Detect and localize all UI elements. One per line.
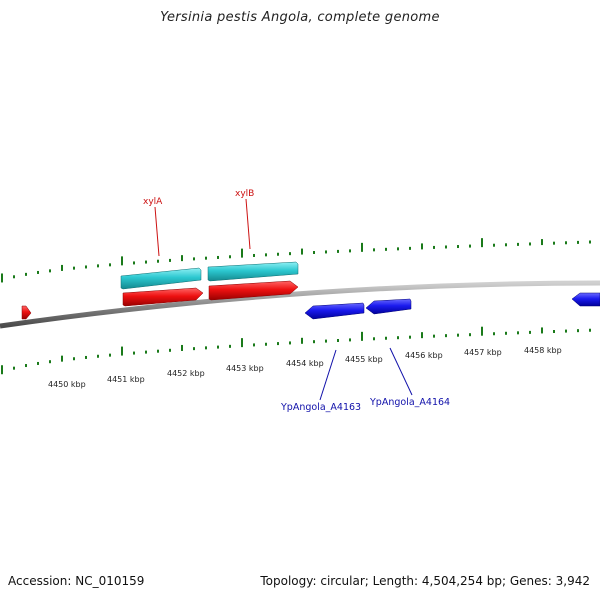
scale-label: 4453 kbp xyxy=(226,364,264,373)
ypangola-a4163-gene-arrow[interactable] xyxy=(304,302,365,320)
xyla-leader-line xyxy=(154,206,160,257)
ypangola-a4164-gene-arrow[interactable] xyxy=(365,298,412,315)
map-title: Yersinia pestis Angola, complete genome xyxy=(160,10,440,25)
xyla-label[interactable]: xylA xyxy=(143,197,163,207)
ypangola-a4164-label[interactable]: YpAngola_A4164 xyxy=(369,397,450,408)
scale-label: 4451 kbp xyxy=(107,375,145,384)
scale-label: 4456 kbp xyxy=(405,351,443,360)
scale-label: 4455 kbp xyxy=(345,355,383,364)
ypangola-a4164-leader-line xyxy=(389,347,413,396)
genome-summary-text: Topology: circular; Length: 4,504,254 bp… xyxy=(260,574,590,588)
ypangola-a4163-label[interactable]: YpAngola_A4163 xyxy=(280,402,361,413)
upper-tick-track xyxy=(1,238,591,283)
scale-label: 4457 kbp xyxy=(464,348,502,357)
reverse-gene-fragment[interactable] xyxy=(571,292,600,307)
xylb-label[interactable]: xylB xyxy=(235,189,254,199)
scale-label: 4454 kbp xyxy=(286,359,324,368)
genome-backbone xyxy=(0,280,600,329)
xylb-gene-arrow[interactable] xyxy=(208,280,299,301)
accession-text: Accession: NC_010159 xyxy=(8,574,145,588)
forward-gene-fragment[interactable] xyxy=(21,305,32,320)
xylb-cog-bar[interactable] xyxy=(207,261,299,282)
lower-tick-track xyxy=(1,326,591,375)
xylb-leader-line xyxy=(245,198,251,250)
xyla-gene-arrow[interactable] xyxy=(122,287,204,307)
scale-label: 4450 kbp xyxy=(48,380,86,389)
ypangola-a4163-leader-line xyxy=(319,349,337,401)
scale-label: 4452 kbp xyxy=(167,369,205,378)
scale-label: 4458 kbp xyxy=(524,346,562,355)
xyla-cog-bar[interactable] xyxy=(120,267,202,290)
scale-labels: 4450 kbp 4451 kbp 4452 kbp 4453 kbp 4454… xyxy=(48,346,562,389)
